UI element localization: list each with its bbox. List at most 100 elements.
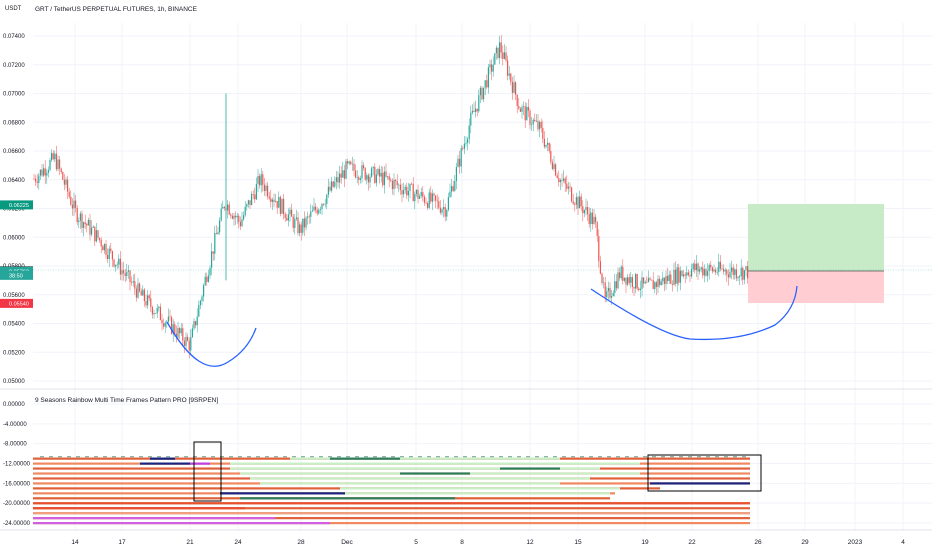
candle-body: [494, 53, 496, 65]
candle-body: [721, 268, 723, 270]
candle-body: [590, 212, 592, 225]
candle-body: [214, 233, 216, 254]
candle-body: [598, 236, 600, 262]
profit-zone[interactable]: [748, 204, 884, 271]
indicator-title[interactable]: 9 Seasons Rainbow Multi Time Frames Patt…: [35, 397, 218, 404]
candle-body: [428, 192, 430, 208]
candle-body: [366, 175, 368, 180]
candle-body: [625, 277, 627, 285]
candle-body: [727, 274, 729, 278]
rainbow-tick: [580, 456, 584, 458]
candle-body: [329, 186, 331, 191]
candle-body: [743, 270, 745, 280]
axis-unit-label: USDT: [5, 6, 22, 12]
rainbow-segment: [190, 462, 210, 465]
candle-body: [294, 219, 296, 228]
price-tick-label: 0.06800: [3, 120, 25, 126]
candle-body: [639, 288, 641, 291]
candle-body: [163, 323, 165, 327]
candle-body: [235, 215, 237, 218]
candle-body: [724, 270, 726, 272]
candle-body: [617, 272, 619, 289]
candle-body: [745, 266, 747, 271]
rainbow-tick: [544, 456, 548, 458]
candle-body: [121, 270, 123, 275]
candle-body: [510, 73, 512, 82]
candle-body: [375, 174, 377, 183]
candle-body: [142, 289, 144, 296]
rainbow-tick: [562, 456, 566, 458]
candle-body: [599, 261, 601, 274]
candle-body: [243, 215, 245, 220]
time-axis[interactable]: 14 17 21 24 28 Dec 5 8 12 15 19 22 26 29 2023 4: [71, 539, 905, 546]
candle-body: [492, 64, 494, 72]
price-axis[interactable]: 0.07400 0.07200 0.07000 0.06800 0.06600 0.064…: [3, 34, 25, 385]
candle-body: [33, 178, 35, 180]
rainbow-tick: [148, 456, 152, 458]
candle-body: [364, 168, 366, 180]
candle-body: [204, 276, 206, 286]
right-highlight-box[interactable]: [647, 454, 762, 492]
candle-body: [70, 196, 72, 205]
candle-body: [519, 108, 521, 112]
candle-body: [475, 108, 477, 112]
left-curve-drawing[interactable]: [166, 321, 257, 367]
candle-body: [279, 197, 281, 214]
rainbow-segment: [340, 487, 620, 490]
right-curve-drawing[interactable]: [590, 285, 798, 341]
time-tick-label: 14: [71, 539, 79, 546]
candle-body: [471, 110, 473, 113]
candle-body: [683, 274, 685, 277]
candle-body: [484, 80, 486, 88]
left-highlight-box[interactable]: [193, 441, 222, 502]
candle-body: [481, 87, 483, 100]
rainbow-segment: [260, 482, 560, 485]
symbol-title[interactable]: GRT / TetherUS PERPETUAL FUTURES, 1h, BI…: [35, 6, 198, 13]
candle-body: [663, 277, 665, 284]
candle-body: [75, 200, 77, 208]
candle-body: [217, 232, 219, 235]
candle-body: [51, 153, 53, 161]
candle-body: [395, 179, 397, 182]
candle-body: [206, 276, 208, 282]
loss-zone[interactable]: [748, 271, 884, 303]
candle-body: [227, 204, 229, 211]
candle-body: [305, 217, 307, 228]
candle-body: [710, 264, 712, 268]
candle-body: [211, 251, 213, 268]
candle-body: [193, 321, 195, 329]
candle-body: [516, 94, 518, 107]
candle-body: [100, 239, 102, 247]
candle-body: [169, 316, 171, 318]
price-tick-label: 0.05600: [3, 293, 25, 299]
price-tick-label: 0.06200: [3, 207, 25, 213]
candle-body: [497, 47, 499, 58]
candle-body: [345, 161, 347, 179]
candle-body: [91, 227, 93, 235]
candle-body: [63, 179, 65, 185]
candle-body: [555, 164, 557, 176]
candle-body: [55, 153, 57, 170]
candle-body: [527, 106, 529, 111]
candle-body: [454, 181, 456, 191]
rainbow-tick: [256, 456, 260, 458]
rainbow-tick: [220, 456, 224, 458]
rainbow-tick: [742, 456, 746, 458]
candle-body: [699, 269, 701, 272]
rainbow-tick: [679, 456, 683, 458]
candle-body: [566, 183, 568, 189]
rainbow-tick: [490, 456, 494, 458]
candle-body: [137, 283, 139, 298]
rainbow-tick: [697, 456, 701, 458]
indicator-axis[interactable]: 0.00000 -4.00000 -8.00000 -12.00000 -16.0000…: [3, 402, 31, 527]
candle-body: [697, 263, 699, 272]
candle-body: [307, 216, 309, 218]
stop-price-badge: [0, 298, 33, 308]
rainbow-tick: [688, 456, 692, 458]
rainbow-tick: [85, 456, 89, 458]
rainbow-segment: [33, 502, 750, 505]
candle-body: [735, 269, 737, 279]
candle-body: [124, 273, 126, 276]
rainbow-tick: [166, 456, 170, 458]
